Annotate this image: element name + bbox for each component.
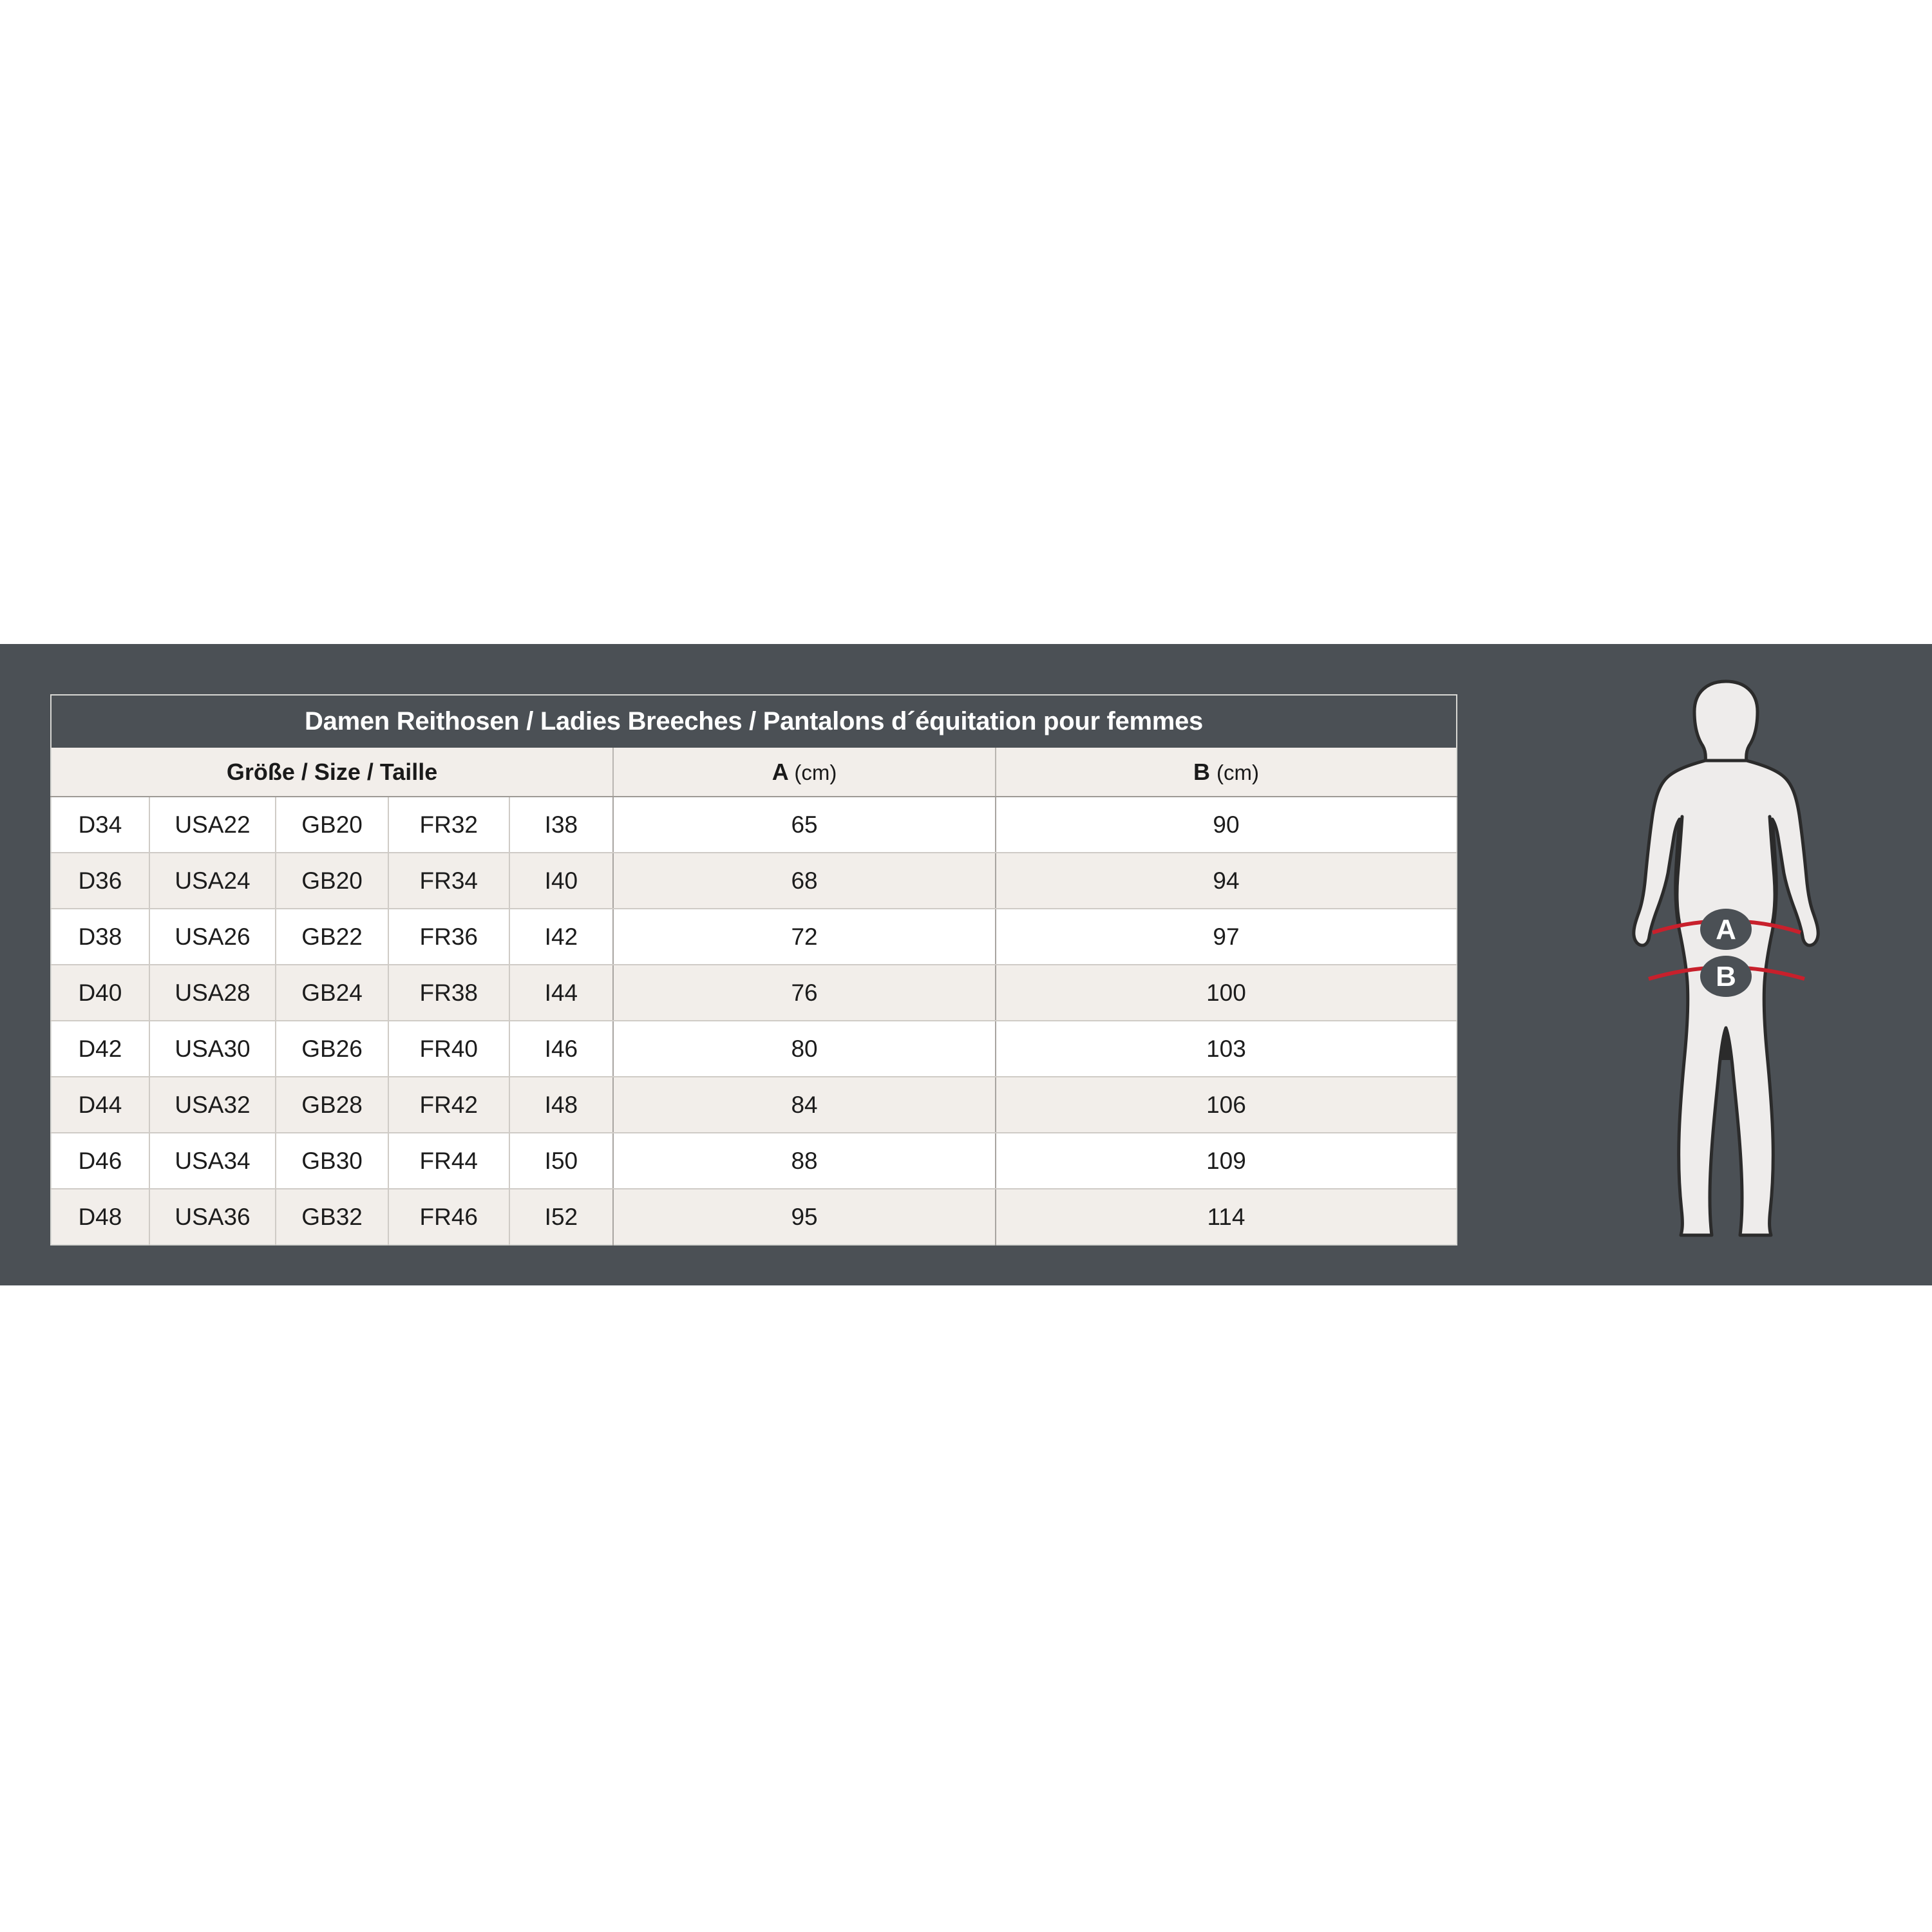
cell-usa: USA30: [149, 1021, 277, 1077]
badge-b: B: [1700, 956, 1752, 997]
cell-it: I42: [509, 909, 614, 965]
table-row: D36 USA24 GB20 FR34 I40 68 94: [51, 853, 1457, 909]
silhouette-icon: [1632, 679, 1820, 1237]
cell-usa: USA24: [149, 853, 277, 909]
cell-usa: USA34: [149, 1133, 277, 1189]
cell-fr: FR46: [388, 1189, 510, 1245]
cell-gb: GB20: [276, 853, 389, 909]
cell-de: D44: [51, 1077, 150, 1133]
cell-de: D38: [51, 909, 150, 965]
table-title-row: Damen Reithosen / Ladies Breeches / Pant…: [51, 695, 1457, 748]
badge-a-label: A: [1716, 914, 1736, 945]
cell-gb: GB26: [276, 1021, 389, 1077]
table-row: D34 USA22 GB20 FR32 I38 65 90: [51, 797, 1457, 853]
cell-a: 95: [613, 1189, 996, 1245]
cell-fr: FR34: [388, 853, 510, 909]
cell-b: 114: [995, 1189, 1457, 1245]
cell-b: 90: [995, 797, 1457, 853]
cell-fr: FR38: [388, 965, 510, 1021]
table-row: D42 USA30 GB26 FR40 I46 80 103: [51, 1021, 1457, 1077]
column-header-b-unit: (cm): [1216, 760, 1259, 784]
cell-fr: FR40: [388, 1021, 510, 1077]
cell-it: I50: [509, 1133, 614, 1189]
cell-usa: USA32: [149, 1077, 277, 1133]
cell-it: I52: [509, 1189, 614, 1245]
cell-de: D40: [51, 965, 150, 1021]
cell-de: D36: [51, 853, 150, 909]
cell-b: 97: [995, 909, 1457, 965]
column-header-a-letter: A: [772, 758, 788, 785]
table-row: D46 USA34 GB30 FR44 I50 88 109: [51, 1133, 1457, 1189]
cell-de: D46: [51, 1133, 150, 1189]
table-row: D40 USA28 GB24 FR38 I44 76 100: [51, 965, 1457, 1021]
cell-b: 100: [995, 965, 1457, 1021]
cell-a: 84: [613, 1077, 996, 1133]
cell-it: I40: [509, 853, 614, 909]
column-header-b: B (cm): [995, 748, 1457, 797]
cell-a: 76: [613, 965, 996, 1021]
cell-usa: USA28: [149, 965, 277, 1021]
column-header-a-unit: (cm): [794, 760, 837, 784]
body-figure: A B: [1610, 676, 1887, 1256]
size-table-container: Damen Reithosen / Ladies Breeches / Pant…: [50, 694, 1457, 1245]
size-table: Damen Reithosen / Ladies Breeches / Pant…: [50, 694, 1457, 1245]
cell-gb: GB30: [276, 1133, 389, 1189]
cell-fr: FR42: [388, 1077, 510, 1133]
table-subheader-row: Größe / Size / Taille A (cm) B (cm): [51, 748, 1457, 797]
cell-gb: GB22: [276, 909, 389, 965]
cell-it: I38: [509, 797, 614, 853]
cell-fr: FR36: [388, 909, 510, 965]
cell-gb: GB28: [276, 1077, 389, 1133]
cell-a: 72: [613, 909, 996, 965]
cell-b: 94: [995, 853, 1457, 909]
cell-usa: USA22: [149, 797, 277, 853]
cell-usa: USA26: [149, 909, 277, 965]
cell-a: 68: [613, 853, 996, 909]
cell-gb: GB24: [276, 965, 389, 1021]
column-header-b-letter: B: [1193, 758, 1210, 785]
cell-de: D34: [51, 797, 150, 853]
cell-gb: GB32: [276, 1189, 389, 1245]
table-title: Damen Reithosen / Ladies Breeches / Pant…: [51, 695, 1457, 748]
cell-gb: GB20: [276, 797, 389, 853]
cell-it: I44: [509, 965, 614, 1021]
cell-b: 109: [995, 1133, 1457, 1189]
cell-de: D42: [51, 1021, 150, 1077]
table-row: D48 USA36 GB32 FR46 I52 95 114: [51, 1189, 1457, 1245]
cell-b: 103: [995, 1021, 1457, 1077]
table-row: D38 USA26 GB22 FR36 I42 72 97: [51, 909, 1457, 965]
cell-de: D48: [51, 1189, 150, 1245]
cell-a: 80: [613, 1021, 996, 1077]
badge-a: A: [1700, 909, 1752, 950]
badge-b-label: B: [1716, 961, 1736, 992]
cell-b: 106: [995, 1077, 1457, 1133]
group-header-size: Größe / Size / Taille: [51, 748, 614, 797]
cell-usa: USA36: [149, 1189, 277, 1245]
cell-fr: FR44: [388, 1133, 510, 1189]
table-row: D44 USA32 GB28 FR42 I48 84 106: [51, 1077, 1457, 1133]
cell-it: I46: [509, 1021, 614, 1077]
column-header-a: A (cm): [613, 748, 996, 797]
cell-a: 88: [613, 1133, 996, 1189]
cell-fr: FR32: [388, 797, 510, 853]
cell-it: I48: [509, 1077, 614, 1133]
cell-a: 65: [613, 797, 996, 853]
